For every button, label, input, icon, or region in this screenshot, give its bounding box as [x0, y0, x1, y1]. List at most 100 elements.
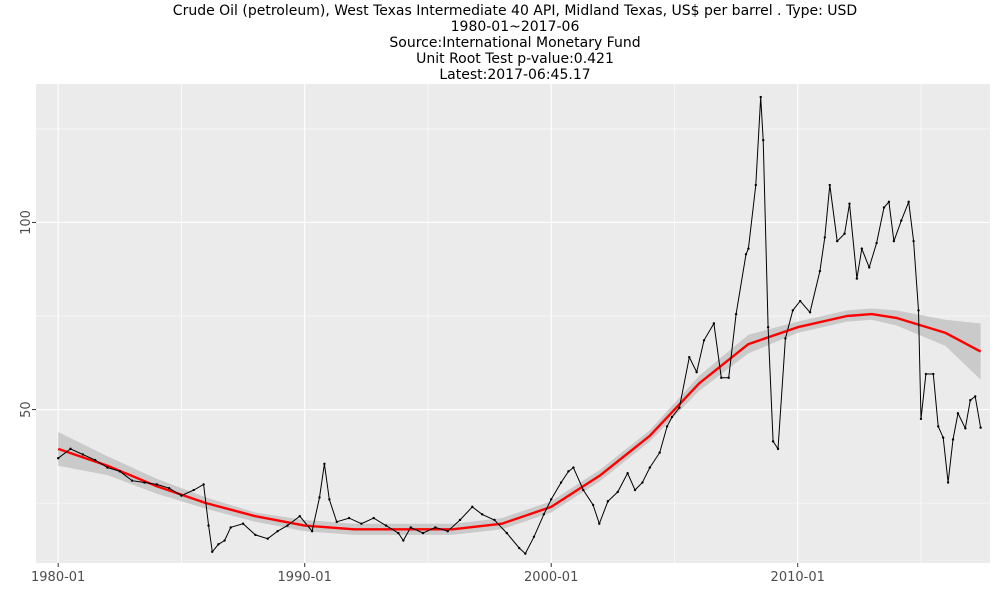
price-data-point	[532, 535, 536, 539]
price-data-point	[734, 312, 738, 316]
price-data-point	[702, 339, 706, 342]
price-data-point	[648, 466, 652, 469]
price-data-point	[678, 406, 681, 409]
price-data-point	[808, 311, 812, 314]
price-data-point	[207, 524, 210, 527]
price-data-point	[798, 299, 802, 303]
price-data-point	[616, 490, 619, 494]
price-data-point	[843, 232, 846, 235]
trend-line-layer	[57, 312, 982, 531]
price-data-point	[409, 526, 412, 529]
price-data-point	[254, 533, 257, 537]
x-tick-label: 2000-01	[524, 570, 578, 585]
price-data-point	[241, 522, 245, 525]
price-data-point	[759, 95, 762, 99]
price-data-point	[956, 412, 960, 415]
price-data-point	[93, 458, 97, 462]
price-data-point	[266, 537, 269, 540]
price-data-point	[882, 206, 886, 209]
axes: 1980-01 1990-01 2000-01 2010-01 50 100	[19, 210, 825, 585]
price-data-point	[919, 417, 923, 421]
price-data-point	[335, 520, 338, 524]
price-data-point	[276, 529, 279, 533]
price-data-point	[848, 202, 851, 205]
price-data-point	[776, 447, 780, 451]
price-data-point	[56, 457, 60, 460]
price-data-point	[192, 488, 195, 492]
price-data-point	[964, 427, 967, 430]
price-data-point	[298, 515, 301, 518]
price-data-point	[924, 372, 928, 376]
price-data-point	[572, 466, 575, 469]
price-data-point	[892, 239, 896, 243]
x-tick-label: 2010-01	[771, 570, 825, 585]
price-data-point	[505, 531, 509, 535]
price-data-point	[446, 529, 449, 533]
price-data-point	[542, 513, 546, 516]
price-data-point	[941, 436, 945, 439]
price-data-point	[471, 505, 474, 509]
trend-line	[57, 312, 982, 531]
price-data-point	[318, 496, 321, 499]
price-data-point	[217, 543, 220, 546]
price-data-point	[670, 415, 674, 419]
price-data-point	[328, 498, 331, 501]
price-data-point	[633, 488, 637, 492]
price-data-point	[771, 440, 775, 443]
price-data-point	[372, 516, 375, 520]
price-data-point	[818, 269, 822, 273]
price-data-point	[458, 518, 462, 522]
price-data-point	[658, 451, 661, 454]
price-data-point	[130, 479, 134, 482]
x-tick-label: 1990-01	[278, 570, 332, 585]
price-data-point	[421, 531, 425, 535]
price-data-point	[969, 399, 972, 402]
price-data-point	[688, 355, 691, 359]
price-data-point	[937, 425, 940, 428]
chart-title: Crude Oil (petroleum), West Texas Interm…	[172, 3, 858, 19]
price-data-point	[397, 531, 400, 535]
price-data-point	[823, 236, 827, 239]
price-data-point	[434, 526, 437, 529]
price-data-point	[202, 483, 205, 486]
price-data-point	[912, 239, 915, 243]
price-data-point	[720, 376, 723, 379]
price-data-point	[106, 466, 109, 469]
x-tick-label: 1980-01	[31, 570, 85, 585]
chart-date-range: 1980-01~2017-06	[450, 19, 580, 35]
chart-unit-root-test: Unit Root Test p-value:0.421	[416, 51, 614, 67]
price-data-point	[828, 183, 831, 187]
price-data-point	[598, 522, 601, 525]
price-data-point	[69, 447, 72, 451]
price-data-point	[81, 453, 85, 456]
price-data-point	[855, 277, 859, 280]
chart-title-block: Crude Oil (petroleum), West Texas Interm…	[0, 3, 1000, 83]
price-data-point	[979, 426, 982, 429]
y-tick-label: 100	[19, 210, 34, 235]
price-data-point	[143, 481, 146, 484]
price-data-point	[524, 552, 527, 555]
chart-source: Source:International Monetary Fund	[389, 35, 641, 51]
price-series-layer	[56, 95, 982, 555]
price-data-point	[712, 322, 716, 325]
price-data-point	[907, 200, 910, 204]
y-tick-label: 50	[19, 401, 34, 418]
price-data-point	[606, 500, 610, 503]
price-data-point	[493, 518, 496, 522]
price-data-point	[835, 239, 839, 243]
price-data-point	[754, 183, 758, 187]
price-data-point	[550, 498, 553, 501]
price-data-point	[900, 219, 903, 222]
price-data-point	[887, 200, 891, 204]
price-data-point	[517, 546, 521, 550]
price-data-point	[860, 247, 864, 250]
price-data-point	[211, 550, 214, 553]
price-data-point	[868, 266, 871, 269]
price-data-point	[626, 471, 629, 475]
price-data-point	[875, 241, 878, 245]
price-data-point	[180, 494, 183, 497]
price-data-point	[480, 513, 484, 516]
price-data-point	[402, 539, 405, 542]
price-data-point	[665, 425, 669, 428]
